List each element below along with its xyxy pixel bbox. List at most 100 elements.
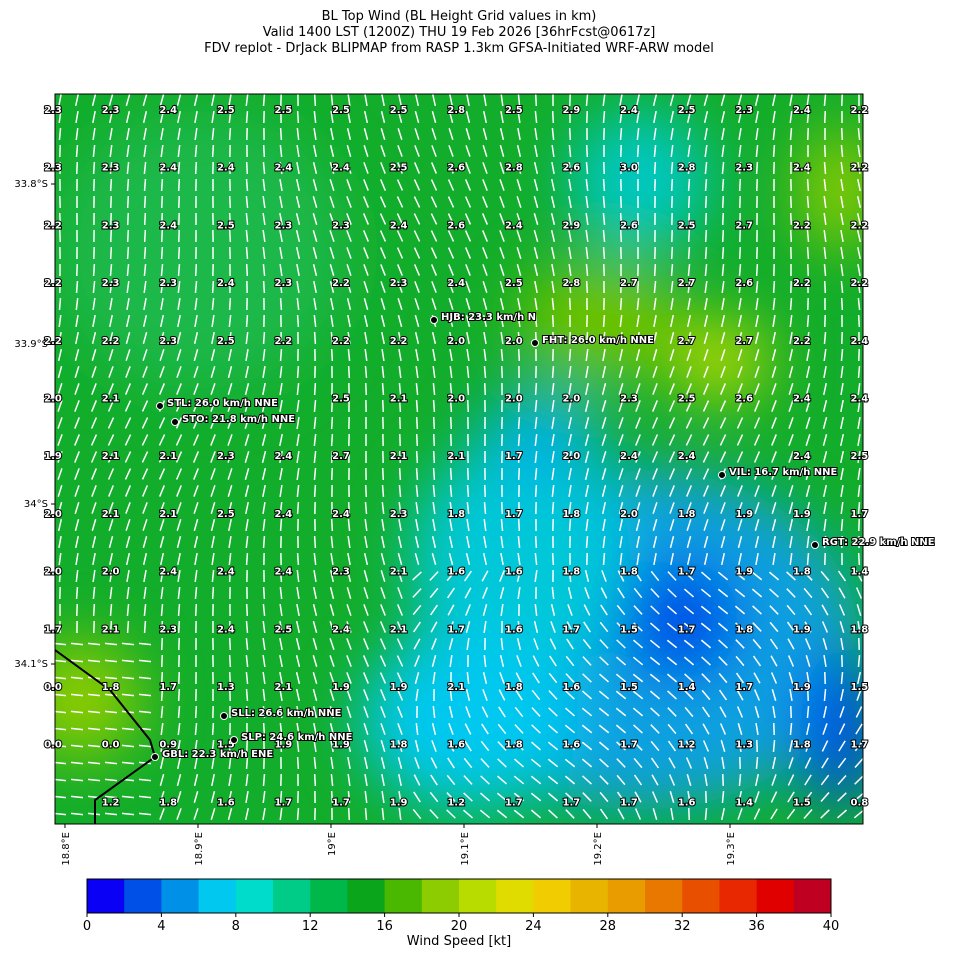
bl-height-value: 1.6: [217, 797, 235, 808]
wind-arrow: [807, 196, 808, 208]
wind-arrow: [706, 230, 707, 242]
bl-height-value: 2.2: [793, 336, 811, 347]
colorbar-swatch: [273, 879, 311, 913]
bl-height-value: 2.5: [390, 105, 408, 116]
wind-arrow: [841, 349, 842, 361]
bl-height-value: 2.4: [217, 278, 235, 289]
bl-height-value: 1.8: [563, 509, 581, 520]
title-line: FDV replot - DrJack BLIPMAP from RASP 1.…: [204, 41, 714, 56]
wind-arrow: [247, 621, 248, 633]
bl-height-value: 2.3: [159, 624, 177, 635]
wind-arrow: [808, 264, 809, 276]
wind-arrow: [332, 434, 333, 446]
colorbar-swatch: [496, 879, 534, 913]
colorbar-swatch: [533, 879, 571, 913]
station-label: STL: 26.0 km/h NNE: [167, 398, 278, 409]
bl-height-value: 2.2: [44, 278, 62, 289]
wind-arrow: [383, 468, 384, 480]
wind-arrow: [366, 808, 367, 820]
bl-height-value: 2.1: [102, 509, 120, 520]
x-tick-label: 18.9°E: [194, 832, 205, 866]
wind-arrow: [536, 485, 537, 497]
wind-arrow: [485, 485, 486, 497]
wind-arrow: [519, 349, 520, 361]
bl-height-value: 2.4: [217, 624, 235, 635]
wind-arrow: [740, 264, 741, 276]
bl-height-value: 2.2: [851, 163, 869, 174]
station-marker: [157, 403, 164, 410]
bl-height-value: 2.4: [620, 451, 638, 462]
bl-height-value: 2.1: [390, 624, 408, 635]
wind-arrow: [247, 247, 248, 259]
wind-arrow: [553, 502, 554, 514]
bl-height-value: 2.4: [275, 509, 293, 520]
bl-height-value: 1.6: [505, 567, 523, 578]
bl-height-value: 2.4: [332, 624, 350, 635]
bl-height-value: 2.2: [275, 336, 293, 347]
bl-height-value: 1.6: [447, 740, 465, 751]
wind-arrow: [247, 111, 248, 123]
bl-height-value: 1.4: [678, 682, 696, 693]
wind-arrow: [808, 315, 809, 327]
wind-arrow: [604, 553, 605, 565]
bl-height-value: 1.7: [332, 797, 350, 808]
bl-height-value: 2.4: [159, 567, 177, 578]
wind-arrow: [536, 383, 537, 395]
bl-height-value: 1.9: [793, 624, 811, 635]
bl-height-value: 2.0: [563, 394, 581, 405]
bl-height-value: 2.0: [505, 394, 523, 405]
wind-arrow: [298, 502, 299, 514]
colorbar-swatch: [422, 879, 460, 913]
bl-height-value: 2.1: [159, 451, 177, 462]
wind-arrow: [825, 111, 826, 123]
colorbar-tick-label: 8: [232, 919, 240, 934]
wind-arrow: [298, 366, 299, 378]
wind-arrow: [315, 774, 316, 786]
wind-arrow: [196, 162, 197, 174]
bl-height-value: 2.4: [793, 451, 811, 462]
wind-arrow: [604, 264, 605, 276]
bl-height-value: 2.4: [159, 220, 177, 231]
colorbar-swatch: [719, 879, 757, 913]
wind-arrow: [247, 604, 248, 616]
station-label: STO: 21.8 km/h NNE: [182, 414, 295, 425]
wind-arrow: [485, 366, 486, 378]
bl-height-value: 2.7: [735, 336, 753, 347]
wind-arrow: [128, 230, 129, 242]
bl-height-value: 1.6: [678, 797, 696, 808]
wind-arrow: [417, 400, 418, 412]
bl-height-value: 2.0: [447, 394, 465, 405]
wind-arrow: [451, 468, 452, 480]
bl-height-value: 1.2: [678, 740, 696, 751]
bl-height-value: 2.4: [159, 105, 177, 116]
wind-arrow: [468, 468, 469, 480]
bl-height-value: 1.8: [447, 509, 465, 520]
station-marker: [221, 713, 228, 720]
wind-arrow: [247, 264, 248, 276]
wind-arrow: [179, 689, 180, 701]
colorbar-swatch: [645, 879, 683, 913]
wind-arrow: [841, 519, 842, 531]
wind-arrow: [247, 315, 248, 327]
wind-arrow: [400, 468, 401, 480]
bl-height-value: 3.0: [620, 163, 638, 174]
bl-height-value: 1.8: [505, 682, 523, 693]
wind-arrow: [587, 281, 588, 293]
wind-arrow: [621, 196, 622, 208]
bl-height-value: 2.5: [332, 394, 350, 405]
bl-height-value: 2.5: [275, 105, 293, 116]
colorbar-swatch: [385, 879, 423, 913]
colorbar-tick-label: 4: [157, 919, 165, 934]
bl-height-value: 2.4: [332, 163, 350, 174]
wind-arrow: [383, 485, 384, 497]
wind-arrow: [655, 264, 656, 276]
bl-height-value: 1.9: [332, 682, 350, 693]
wind-arrow: [145, 179, 146, 191]
wind-arrow: [740, 179, 741, 191]
wind-arrow: [672, 264, 673, 276]
bl-height-value: 2.4: [793, 163, 811, 174]
wind-arrow: [264, 281, 265, 293]
bl-height-value: 2.6: [620, 220, 638, 231]
wind-arrow: [468, 383, 469, 395]
bl-height-value: 1.7: [678, 624, 696, 635]
